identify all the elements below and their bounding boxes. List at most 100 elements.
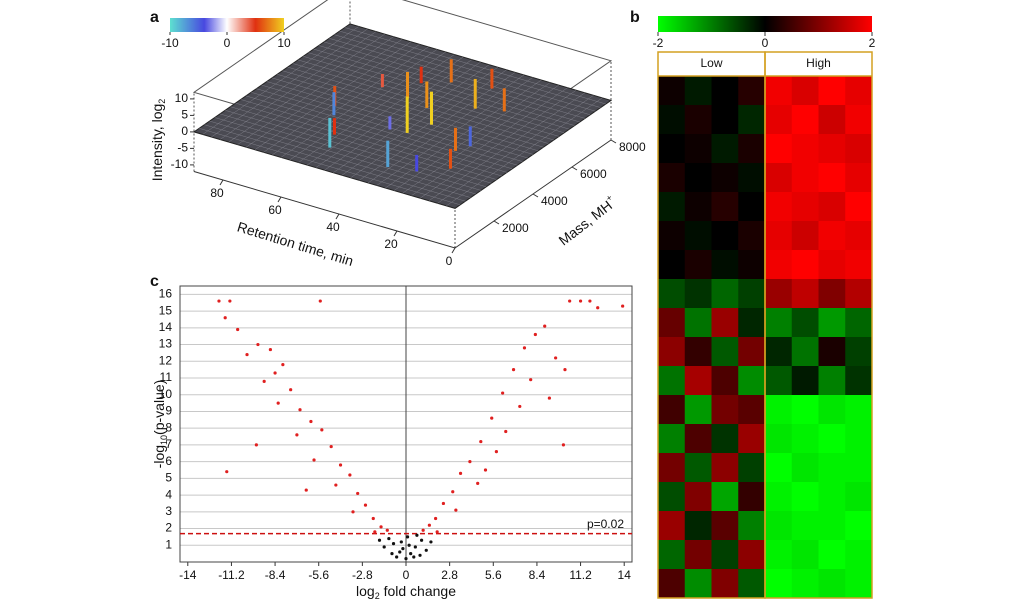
heat-cell	[738, 366, 766, 396]
point	[424, 548, 428, 552]
heat-cell	[658, 76, 686, 106]
heat-cell	[711, 192, 739, 222]
heat-cell	[845, 192, 873, 222]
heat-cell	[684, 221, 712, 251]
point	[429, 540, 433, 544]
x-tick-label: 11.2	[569, 568, 592, 582]
heat-cell	[738, 395, 766, 425]
heat-cell	[738, 511, 766, 541]
point	[309, 419, 313, 424]
point	[373, 530, 377, 534]
heat-cell	[658, 511, 686, 541]
point	[385, 528, 389, 532]
point	[405, 535, 410, 539]
point	[245, 352, 249, 357]
x-axis-label-part: log	[356, 583, 375, 599]
point	[415, 533, 419, 537]
point	[518, 404, 522, 409]
heat-cell	[791, 221, 819, 251]
point	[522, 346, 527, 350]
heat-cell	[658, 192, 686, 222]
x-tick	[335, 213, 340, 220]
heat-cell	[711, 511, 739, 541]
heat-cell	[658, 540, 686, 570]
heat-cell	[738, 279, 766, 309]
heat-cell	[765, 366, 793, 396]
x-tick-label: 60	[268, 203, 282, 217]
y-tick-label: 2	[165, 521, 172, 535]
point	[254, 443, 258, 447]
point	[225, 470, 229, 474]
point	[533, 332, 537, 337]
point	[543, 324, 547, 328]
point	[501, 391, 505, 395]
point	[419, 538, 424, 542]
heat-cell	[818, 250, 846, 280]
x-tick-label: 0	[446, 254, 453, 268]
heat-cell	[791, 453, 819, 483]
point	[421, 528, 425, 532]
z-axis-label: Intensity, log2	[149, 99, 168, 182]
heat-cell	[845, 134, 873, 164]
heat-cell	[658, 482, 686, 512]
heat-cell	[711, 279, 739, 309]
heat-cell	[765, 395, 793, 425]
heat-cell	[658, 569, 686, 599]
point	[395, 555, 399, 559]
heat-cell	[845, 569, 873, 599]
heat-cell	[765, 163, 793, 193]
heat-cell	[818, 337, 846, 367]
z-axis-label-part: Intensity, log	[149, 104, 165, 182]
y-axis-label-part: 10	[159, 435, 169, 445]
heat-cell	[658, 453, 686, 483]
point	[547, 396, 551, 400]
panel-label: c	[150, 273, 159, 290]
point	[621, 304, 625, 308]
point	[588, 299, 592, 303]
heat-cell	[684, 308, 712, 338]
heat-cell	[684, 105, 712, 135]
point	[409, 552, 413, 556]
colorbar-tick-label: 10	[277, 36, 291, 50]
heat-cell	[711, 337, 739, 367]
heat-cell	[738, 569, 766, 599]
point	[223, 316, 227, 320]
heat-cell	[738, 337, 766, 367]
heat-cell	[765, 134, 793, 164]
heat-cell	[684, 569, 712, 599]
heat-cell	[791, 337, 819, 367]
point	[398, 550, 402, 554]
heat-cell	[738, 105, 766, 135]
point	[561, 443, 566, 447]
heat-cell	[791, 250, 819, 280]
point	[363, 503, 368, 507]
z-tick-label: -5	[177, 141, 188, 155]
y-tick-label: 3	[165, 504, 172, 518]
point	[504, 429, 508, 434]
y-tick-label: 9	[165, 404, 172, 418]
heat-cell	[658, 221, 686, 251]
heat-cell	[818, 511, 846, 541]
point	[312, 458, 316, 462]
point	[387, 536, 391, 541]
colorbar-tick-label: 2	[869, 36, 876, 50]
surface-mesh	[329, 38, 591, 115]
y-tick-label: 10	[159, 387, 173, 401]
point	[490, 416, 494, 420]
surface-mesh	[344, 27, 606, 105]
heat-cell	[684, 395, 712, 425]
heat-cell	[845, 163, 873, 193]
surface-mesh	[202, 26, 359, 135]
point	[401, 547, 405, 551]
z-tick-label: -10	[171, 157, 189, 171]
point	[435, 530, 439, 534]
x-tick-label: 0	[403, 568, 410, 582]
heat-cell	[738, 192, 766, 222]
heat-cell	[738, 134, 766, 164]
x-tick-label: 40	[326, 220, 340, 234]
point	[348, 473, 352, 477]
x-tick-label: 80	[210, 186, 224, 200]
heat-cell	[818, 453, 846, 483]
y-tick-label: 13	[159, 337, 173, 351]
heat-cell	[684, 366, 712, 396]
